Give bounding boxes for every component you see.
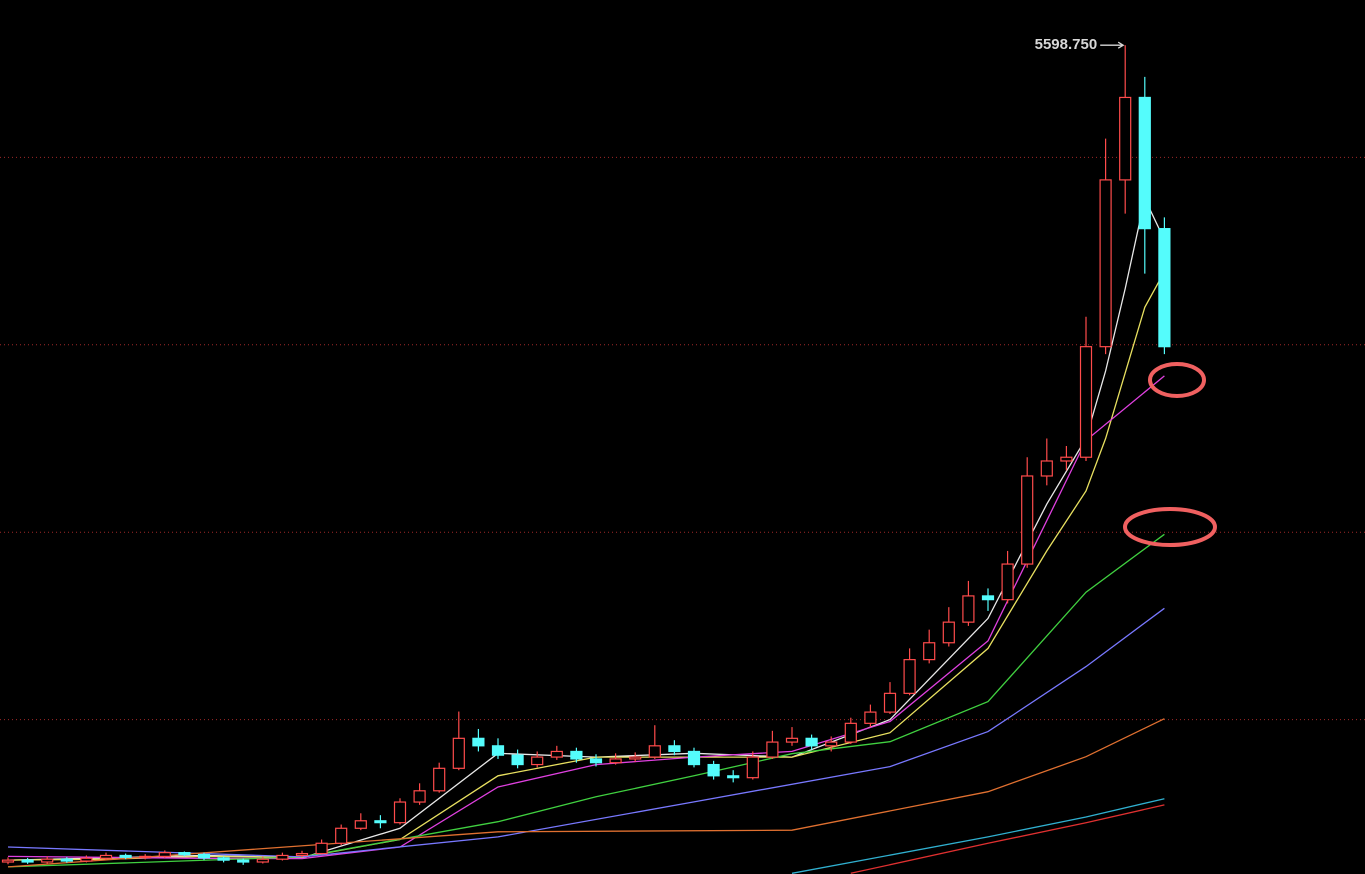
annotations: 5598.750 (1035, 36, 1125, 53)
candle-body (119, 854, 132, 858)
candle-body (1158, 228, 1171, 348)
ma-line (7, 271, 1165, 861)
candle-body (942, 621, 955, 644)
candle-body (570, 750, 583, 760)
candle-body (923, 642, 936, 661)
candle-body (1119, 96, 1132, 181)
candle-body (393, 801, 407, 824)
candle-body (413, 790, 426, 803)
candle-body (354, 820, 367, 829)
candle-body (1, 859, 15, 863)
highlight-circle (1148, 362, 1206, 398)
candle-body (315, 842, 328, 855)
candle-body (629, 756, 642, 760)
candle-body (80, 857, 93, 862)
candle-body (1138, 96, 1151, 230)
candle-body (648, 745, 661, 758)
ma-line (791, 798, 1165, 874)
candle-body (1060, 456, 1073, 462)
high-label: 5598.750 (1035, 36, 1098, 53)
highlight-circle (1123, 507, 1217, 547)
candle-body (139, 855, 152, 858)
candle-body (981, 595, 995, 601)
candle-body (452, 737, 465, 769)
candle-body (1079, 346, 1093, 458)
candle-body (844, 722, 857, 743)
candle-body (609, 758, 622, 764)
candle-body (1040, 460, 1053, 477)
candle-body (217, 857, 230, 861)
candle-body (335, 827, 348, 844)
candle-body (589, 758, 603, 764)
candle-body (825, 741, 838, 747)
ma-line (7, 718, 1165, 868)
candle-body (903, 659, 916, 694)
candle-body (21, 859, 34, 863)
candle-body (472, 737, 485, 747)
candles (1, 45, 1171, 865)
candle-body (256, 858, 269, 863)
candle-body (1099, 179, 1112, 348)
candle-body (511, 754, 524, 766)
candle-body (433, 767, 446, 792)
candle-body (727, 775, 740, 779)
candle-body (864, 711, 877, 724)
candle-body (1021, 475, 1034, 565)
candle-body (295, 852, 309, 857)
high-arrowhead (1117, 41, 1125, 49)
candle-body (237, 859, 250, 863)
candle-body (687, 750, 701, 766)
candle-body (962, 595, 975, 623)
candle-body (531, 756, 544, 766)
ma-line (7, 607, 1165, 858)
candle-body (1001, 563, 1014, 601)
candle-body (766, 741, 779, 758)
candle-body (550, 750, 563, 758)
candle-body (746, 756, 759, 779)
ma-line (850, 804, 1165, 874)
candle-body (197, 853, 211, 859)
candle-body (158, 852, 171, 857)
candle-body (491, 745, 505, 756)
candle-body (41, 858, 54, 863)
candle-body (707, 763, 720, 777)
candle-body (178, 852, 191, 856)
candle-body (805, 737, 818, 747)
candle-body (883, 692, 897, 713)
candle-body (785, 737, 799, 743)
candle-body (276, 854, 289, 860)
candle-body (99, 854, 113, 859)
candle-body (374, 820, 387, 824)
candle-body (60, 858, 73, 862)
candle-body (668, 745, 681, 753)
